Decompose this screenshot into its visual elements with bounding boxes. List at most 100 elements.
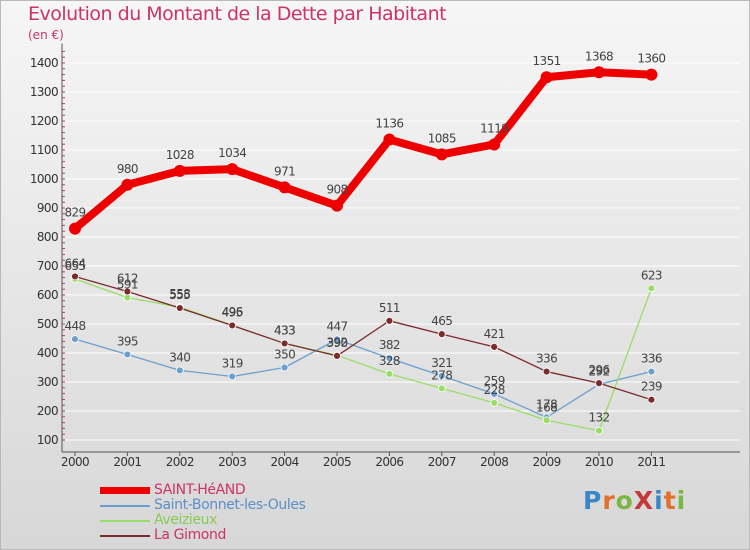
legend-swatch (100, 487, 150, 494)
data-label: 319 (222, 356, 243, 370)
y-tick-label: 1200 (30, 114, 58, 128)
data-label: 433 (274, 323, 295, 337)
data-point (437, 330, 446, 339)
data-label: 829 (64, 206, 85, 220)
data-label: 336 (641, 352, 662, 366)
data-point (280, 363, 289, 372)
x-tick-label: 2001 (113, 455, 141, 469)
data-point (123, 350, 132, 359)
data-label: 390 (326, 336, 347, 350)
data-point (647, 395, 656, 404)
data-label: 392 (326, 335, 347, 349)
series-line (74, 338, 653, 419)
x-tick-label: 2003 (218, 455, 246, 469)
data-point (645, 68, 658, 81)
data-point (121, 178, 134, 191)
data-label: 1119 (480, 121, 508, 135)
data-point (175, 366, 184, 375)
data-point (331, 199, 343, 212)
data-point (385, 354, 394, 363)
chart-unit: (en €) (28, 28, 64, 42)
y-tick-label: 900 (37, 201, 58, 215)
data-point (490, 398, 499, 407)
x-tick-label: 2005 (323, 455, 351, 469)
data-label: 328 (379, 354, 400, 368)
data-label: 433 (274, 323, 295, 337)
data-label: 340 (169, 350, 190, 364)
data-label: 1136 (375, 117, 403, 131)
data-label: 296 (588, 363, 609, 377)
data-label: 511 (379, 301, 400, 315)
x-tick-label: 2002 (166, 455, 194, 469)
data-point (333, 335, 341, 344)
data-point (437, 384, 446, 393)
y-tick-label: 100 (37, 433, 58, 447)
data-label: 292 (588, 364, 609, 378)
data-label: 1085 (428, 131, 456, 145)
data-point (333, 351, 341, 360)
data-label: 1368 (585, 49, 613, 63)
data-point (437, 372, 446, 380)
data-label: 321 (431, 356, 452, 370)
data-point (280, 339, 289, 348)
legend-swatch (100, 535, 150, 537)
logo-letter: X (633, 486, 655, 515)
logo-letter: i (676, 486, 687, 515)
data-label: 228 (484, 383, 505, 397)
data-label: 1351 (533, 54, 561, 68)
data-point (647, 284, 656, 293)
data-point (595, 379, 603, 388)
y-tick-label: 800 (37, 230, 58, 244)
y-tick-label: 400 (37, 346, 58, 360)
data-label: 168 (536, 400, 557, 414)
legend-label: SAINT-HéAND (154, 482, 246, 498)
data-label: 558 (169, 287, 190, 301)
data-label: 664 (64, 256, 85, 270)
data-point (488, 138, 501, 151)
data-label: 447 (326, 319, 347, 333)
data-point (278, 181, 291, 194)
data-point (435, 148, 448, 161)
data-point (228, 321, 237, 330)
data-label: 336 (536, 352, 557, 366)
data-label: 908 (326, 183, 347, 197)
x-tick-label: 2004 (271, 455, 299, 469)
data-label: 239 (641, 380, 662, 394)
data-label: 1360 (637, 52, 665, 66)
chart-title: Evolution du Montant de la Dette par Hab… (28, 3, 447, 25)
x-tick-label: 2006 (375, 455, 403, 469)
data-label: 382 (379, 338, 400, 352)
data-point (595, 426, 603, 435)
data-label: 1028 (166, 148, 194, 162)
data-point (647, 367, 656, 376)
data-label: 395 (117, 334, 138, 348)
data-point (226, 163, 239, 176)
data-point (69, 222, 81, 235)
data-label: 655 (64, 259, 85, 273)
data-label: 278 (431, 368, 452, 382)
data-label: 465 (431, 314, 452, 328)
legend-label: La Gimond (154, 527, 226, 543)
data-label: 980 (117, 162, 138, 176)
legend-swatch (100, 505, 150, 507)
data-label: 178 (536, 397, 557, 411)
data-point (175, 304, 184, 312)
data-label: 1034 (218, 146, 246, 160)
series-line (74, 275, 653, 401)
x-tick-label: 2000 (61, 455, 89, 469)
logo-letter: o (615, 486, 634, 515)
data-point (540, 71, 553, 84)
data-label: 421 (484, 327, 505, 341)
x-tick-label: 2010 (585, 455, 613, 469)
data-label: 623 (641, 268, 662, 282)
x-tick-label: 2009 (533, 455, 561, 469)
logo-letter: r (602, 486, 616, 515)
data-point (490, 343, 499, 351)
data-label: 591 (117, 278, 138, 292)
logo-letter: i (654, 486, 664, 515)
y-tick-label: 200 (37, 404, 58, 418)
data-point (123, 287, 132, 296)
data-label: 496 (222, 305, 243, 319)
y-tick-label: 1100 (30, 143, 58, 157)
